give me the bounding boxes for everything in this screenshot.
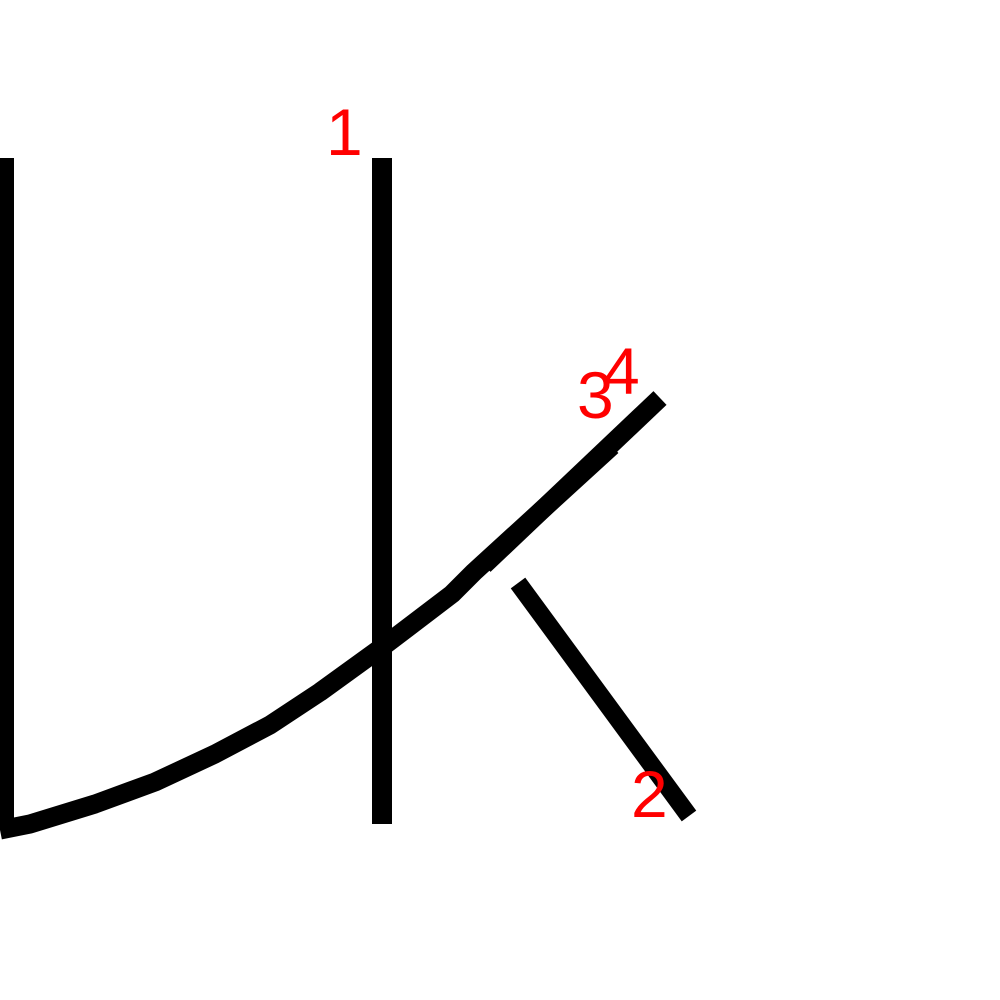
- stroke-4: [477, 391, 667, 572]
- stroke-3: [0, 438, 619, 840]
- stroke-label-1: 1: [326, 95, 363, 169]
- stroke-label-3: 3: [577, 358, 614, 432]
- stroke-label-2: 2: [631, 757, 668, 831]
- stroke-label-4: 4: [603, 334, 640, 408]
- stroke-2: [510, 577, 697, 822]
